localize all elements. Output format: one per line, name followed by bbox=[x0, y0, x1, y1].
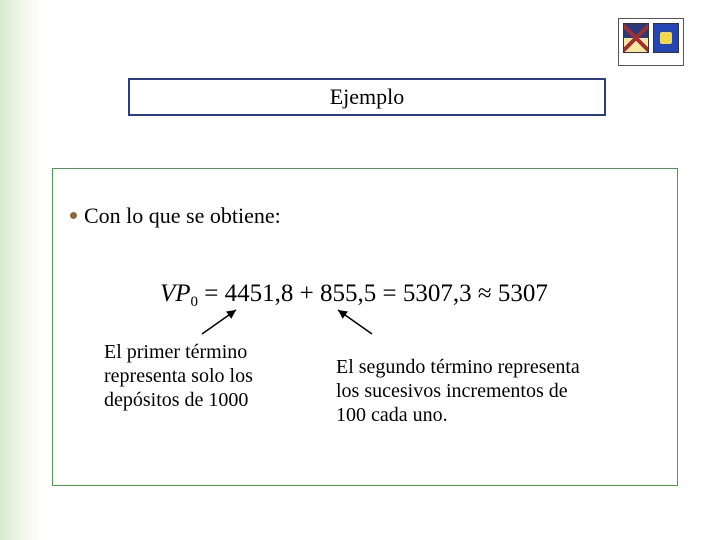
arrow-right-icon bbox=[332, 308, 382, 338]
logo-shield-right bbox=[653, 23, 679, 53]
annotation-right: El segundo término representa los sucesi… bbox=[336, 355, 646, 427]
annotation-left-line2: representa solo los bbox=[104, 364, 314, 388]
left-gradient-decoration bbox=[0, 0, 40, 540]
formula-sum: 5307,3 bbox=[403, 280, 472, 307]
annotation-right-line1: El segundo término representa bbox=[336, 355, 646, 379]
arrow-left-icon bbox=[200, 308, 250, 338]
annotation-left: El primer término representa solo los de… bbox=[104, 340, 314, 412]
formula-var: VP bbox=[160, 280, 191, 307]
formula-term-a: 4451,8 bbox=[225, 280, 294, 307]
annotation-left-line3: depósitos de 1000 bbox=[104, 388, 314, 412]
formula-approx: 5307 bbox=[498, 280, 548, 307]
bullet-marker-icon bbox=[70, 212, 77, 219]
annotation-left-line1: El primer término bbox=[104, 340, 314, 364]
formula-term-b: 855,5 bbox=[320, 280, 376, 307]
annotation-right-line2: los sucesivos incrementos de bbox=[336, 379, 646, 403]
formula-equation: VP0 = 4451,8 + 855,5 = 5307,3 ≈ 5307 bbox=[160, 280, 548, 308]
slide-title: Ejemplo bbox=[330, 84, 405, 109]
logo-shield-left bbox=[623, 23, 649, 53]
slide-title-box: Ejemplo bbox=[128, 78, 606, 116]
bullet-item: Con lo que se obtiene: bbox=[70, 203, 281, 229]
bullet-text: Con lo que se obtiene: bbox=[84, 203, 281, 229]
annotation-right-line3: 100 cada uno. bbox=[336, 403, 646, 427]
formula-subscript: 0 bbox=[191, 294, 199, 310]
institution-logo bbox=[618, 18, 684, 66]
